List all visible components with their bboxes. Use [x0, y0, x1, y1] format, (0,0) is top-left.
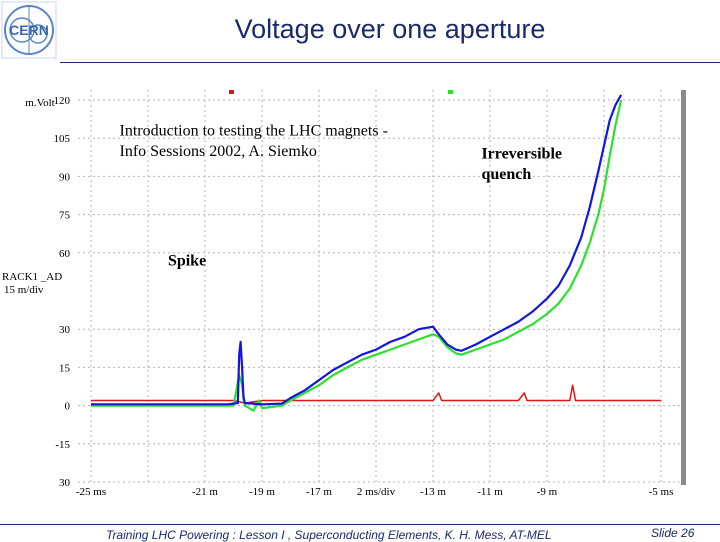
title-divider: [60, 62, 720, 63]
x-axis: -25 ms -21 m -19 m -17 m 2 ms/div -13 m -11 m -…: [76, 486, 674, 498]
y-tick-label: 15: [59, 362, 71, 374]
y-tick-label: 0: [65, 401, 71, 413]
y-tick-label: 30: [59, 477, 71, 489]
cern-logo-icon: CERN: [1, 1, 57, 59]
x-tick-label: -21 m: [192, 486, 218, 498]
y-unit-label: m.Volt: [25, 97, 54, 109]
series-line: [91, 94, 623, 406]
annotation-label: quench: [481, 166, 531, 183]
x-tick-label: -11 m: [477, 486, 503, 498]
annotation-label: Spike: [168, 253, 206, 270]
y-tick-label: -15: [55, 439, 70, 451]
scale-label: 15 m/div: [4, 284, 44, 296]
annotations: Introduction to testing the LHC magnets …: [120, 123, 563, 270]
x-tick-label: 2 ms/div: [357, 486, 396, 498]
footer-divider: [0, 524, 720, 525]
logo-text: CERN: [9, 22, 49, 38]
annotation-label: Irreversible: [481, 146, 562, 163]
y-tick-label: 75: [59, 210, 71, 222]
cursor-marker-red: [229, 90, 234, 94]
annotation-label: Introduction to testing the LHC magnets …: [120, 123, 388, 140]
x-tick-label: -9 m: [537, 486, 558, 498]
x-tick-label: -5 ms: [649, 486, 674, 498]
x-tick-label: -19 m: [249, 486, 275, 498]
slide-number: Slide 26: [651, 526, 695, 540]
grid: [78, 90, 681, 485]
annotation-label: Info Sessions 2002, A. Siemko: [120, 143, 317, 160]
y-label-panel: [0, 90, 78, 498]
series-group: [91, 94, 661, 412]
channel-label: RACK1 _AD: [2, 271, 62, 283]
x-tick-label: -13 m: [420, 486, 446, 498]
footer-text: Training LHC Powering : Lesson I , Super…: [106, 528, 552, 542]
y-tick-label: 90: [59, 171, 71, 183]
slide-title: Voltage over one aperture: [234, 14, 546, 44]
series-line: [91, 99, 623, 412]
y-tick-label: 120: [54, 95, 71, 107]
x-tick-label: -17 m: [306, 486, 332, 498]
y-tick-label: 105: [54, 133, 71, 145]
y-axis: 120 105 90 75 60 30 15 0 -15 30: [54, 95, 71, 489]
cursor-marker-green: [448, 90, 453, 94]
y-tick-label: 30: [59, 324, 71, 336]
x-label-panel: [78, 485, 686, 498]
plot-area: [78, 90, 681, 485]
y-tick-label: 60: [59, 248, 71, 260]
x-tick-label: -25 ms: [76, 486, 106, 498]
